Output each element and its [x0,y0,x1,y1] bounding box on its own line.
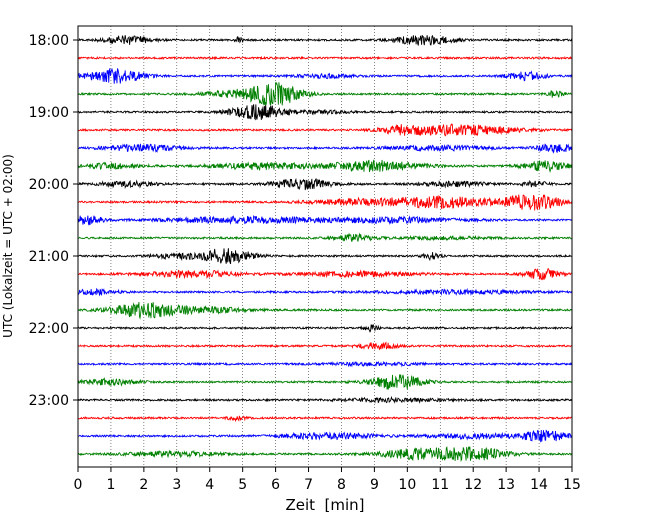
trace-2030 [77,214,573,226]
x-tick-label: 11 [431,477,449,493]
x-tick-label: 8 [337,477,346,493]
x-tick-label: 12 [464,477,482,493]
x-tick-label: 1 [106,477,115,493]
x-tick-label: 7 [304,477,313,493]
x-axis-label: Zeit [min] [285,496,364,514]
trace-2200 [77,324,573,333]
x-tick-label: 10 [398,477,416,493]
trace-2015 [77,194,573,211]
y-tick-label: 18:00 [29,33,69,49]
trace-2345 [77,446,573,462]
trace-1815 [77,55,573,61]
trace-2145 [78,302,573,320]
y-tick-label: 20:00 [29,177,69,193]
trace-1830 [77,68,573,84]
x-tick-label: 13 [497,477,515,493]
y-tick-label: 22:00 [29,321,69,337]
trace-2300 [77,395,573,404]
x-tick-label: 3 [172,477,181,493]
x-tick-label: 9 [370,477,379,493]
seismogram-traces [77,34,573,462]
x-tick-label: 0 [74,477,83,493]
trace-2230 [77,360,573,368]
y-axis-ticks: 18:00 19:00 20:00 21:00 22:00 23:00 [29,33,78,409]
trace-2100 [77,248,573,265]
trace-2000 [77,177,573,191]
trace-1900 [77,104,573,121]
trace-2315 [77,415,573,423]
x-tick-label: 4 [205,477,214,493]
plot-area-frame [77,25,573,468]
trace-1945 [77,159,573,173]
trace-2330 [77,429,573,443]
y-tick-label: 21:00 [29,249,69,265]
x-axis-ticks: 0 1 2 3 4 5 6 7 8 9 10 11 12 13 14 15 [74,467,581,493]
trace-2130 [77,287,573,297]
x-tick-label: 15 [563,477,581,493]
x-tick-label: 14 [530,477,548,493]
x-tick-label: 2 [139,477,148,493]
y-tick-label: 23:00 [29,393,69,409]
trace-2115 [77,268,573,281]
trace-2245 [77,374,573,390]
trace-2045 [77,232,573,242]
x-tick-label: 6 [271,477,280,493]
y-tick-label: 19:00 [29,105,69,121]
y-axis-label: UTC (Lokalzeit = UTC + 02:00) [1,154,15,338]
trace-1930 [77,143,573,154]
trace-2215 [77,341,573,351]
x-tick-label: 5 [238,477,247,493]
trace-1800 [77,34,573,46]
trace-1845 [77,81,573,106]
trace-1915 [77,123,573,137]
